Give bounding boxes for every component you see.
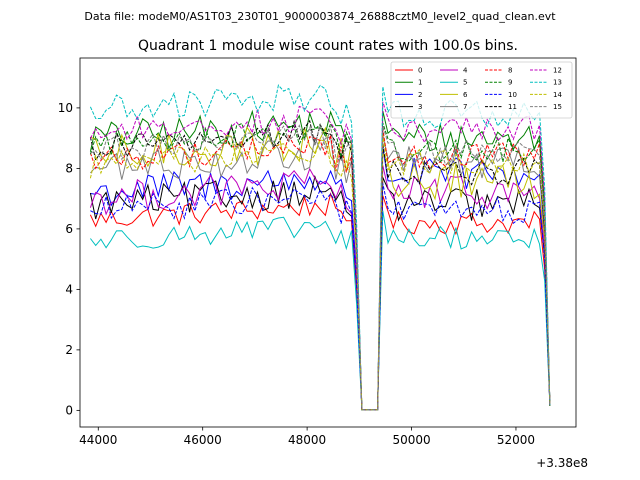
- figure-suptitle: Data file: modeM0/AS1T03_230T01_90000038…: [84, 10, 556, 23]
- x-tick-label: 52000: [497, 433, 535, 447]
- legend-label-5: 5: [463, 79, 467, 87]
- y-tick-label: 0: [65, 404, 73, 418]
- series-layer: [89, 84, 551, 411]
- legend-label-3: 3: [418, 103, 422, 111]
- series-line-0: [89, 191, 551, 411]
- x-offset-label: +3.38e8: [536, 456, 588, 470]
- legend-label-14: 14: [553, 91, 562, 99]
- series-line-4: [89, 165, 551, 411]
- legend-label-13: 13: [553, 79, 562, 87]
- legend-label-1: 1: [418, 79, 422, 87]
- x-tick-label: 44000: [79, 433, 117, 447]
- legend-label-11: 11: [508, 103, 517, 111]
- series-line-12: [89, 101, 551, 411]
- series-line-7: [90, 134, 551, 411]
- series-line-8: [89, 129, 551, 411]
- x-tick-label: 48000: [288, 433, 326, 447]
- x-tick-label: 50000: [392, 433, 430, 447]
- legend-label-0: 0: [418, 67, 422, 75]
- series-line-10: [90, 183, 551, 411]
- series-line-15: [90, 123, 551, 411]
- y-tick-label: 2: [65, 343, 73, 357]
- y-tick-label: 6: [65, 222, 73, 236]
- y-tick-label: 10: [58, 101, 73, 115]
- legend-label-10: 10: [508, 91, 517, 99]
- series-line-2: [90, 147, 551, 411]
- legend-label-8: 8: [508, 67, 512, 75]
- legend-label-12: 12: [553, 67, 562, 75]
- legend-box: [390, 61, 573, 119]
- x-tick-label: 46000: [184, 433, 222, 447]
- series-line-5: [90, 210, 551, 411]
- legend-label-4: 4: [463, 67, 468, 75]
- legend-label-15: 15: [553, 103, 562, 111]
- legend-label-6: 6: [463, 91, 468, 99]
- y-tick-label: 4: [65, 283, 73, 297]
- legend-label-7: 7: [463, 103, 467, 111]
- y-tick-label: 8: [65, 162, 73, 176]
- series-line-1: [89, 109, 551, 411]
- axes-frame: [79, 57, 577, 428]
- legend-label-9: 9: [508, 79, 512, 87]
- chart-title: Quadrant 1 module wise count rates with …: [138, 38, 518, 54]
- series-line-14: [89, 135, 551, 411]
- legend-label-2: 2: [418, 91, 422, 99]
